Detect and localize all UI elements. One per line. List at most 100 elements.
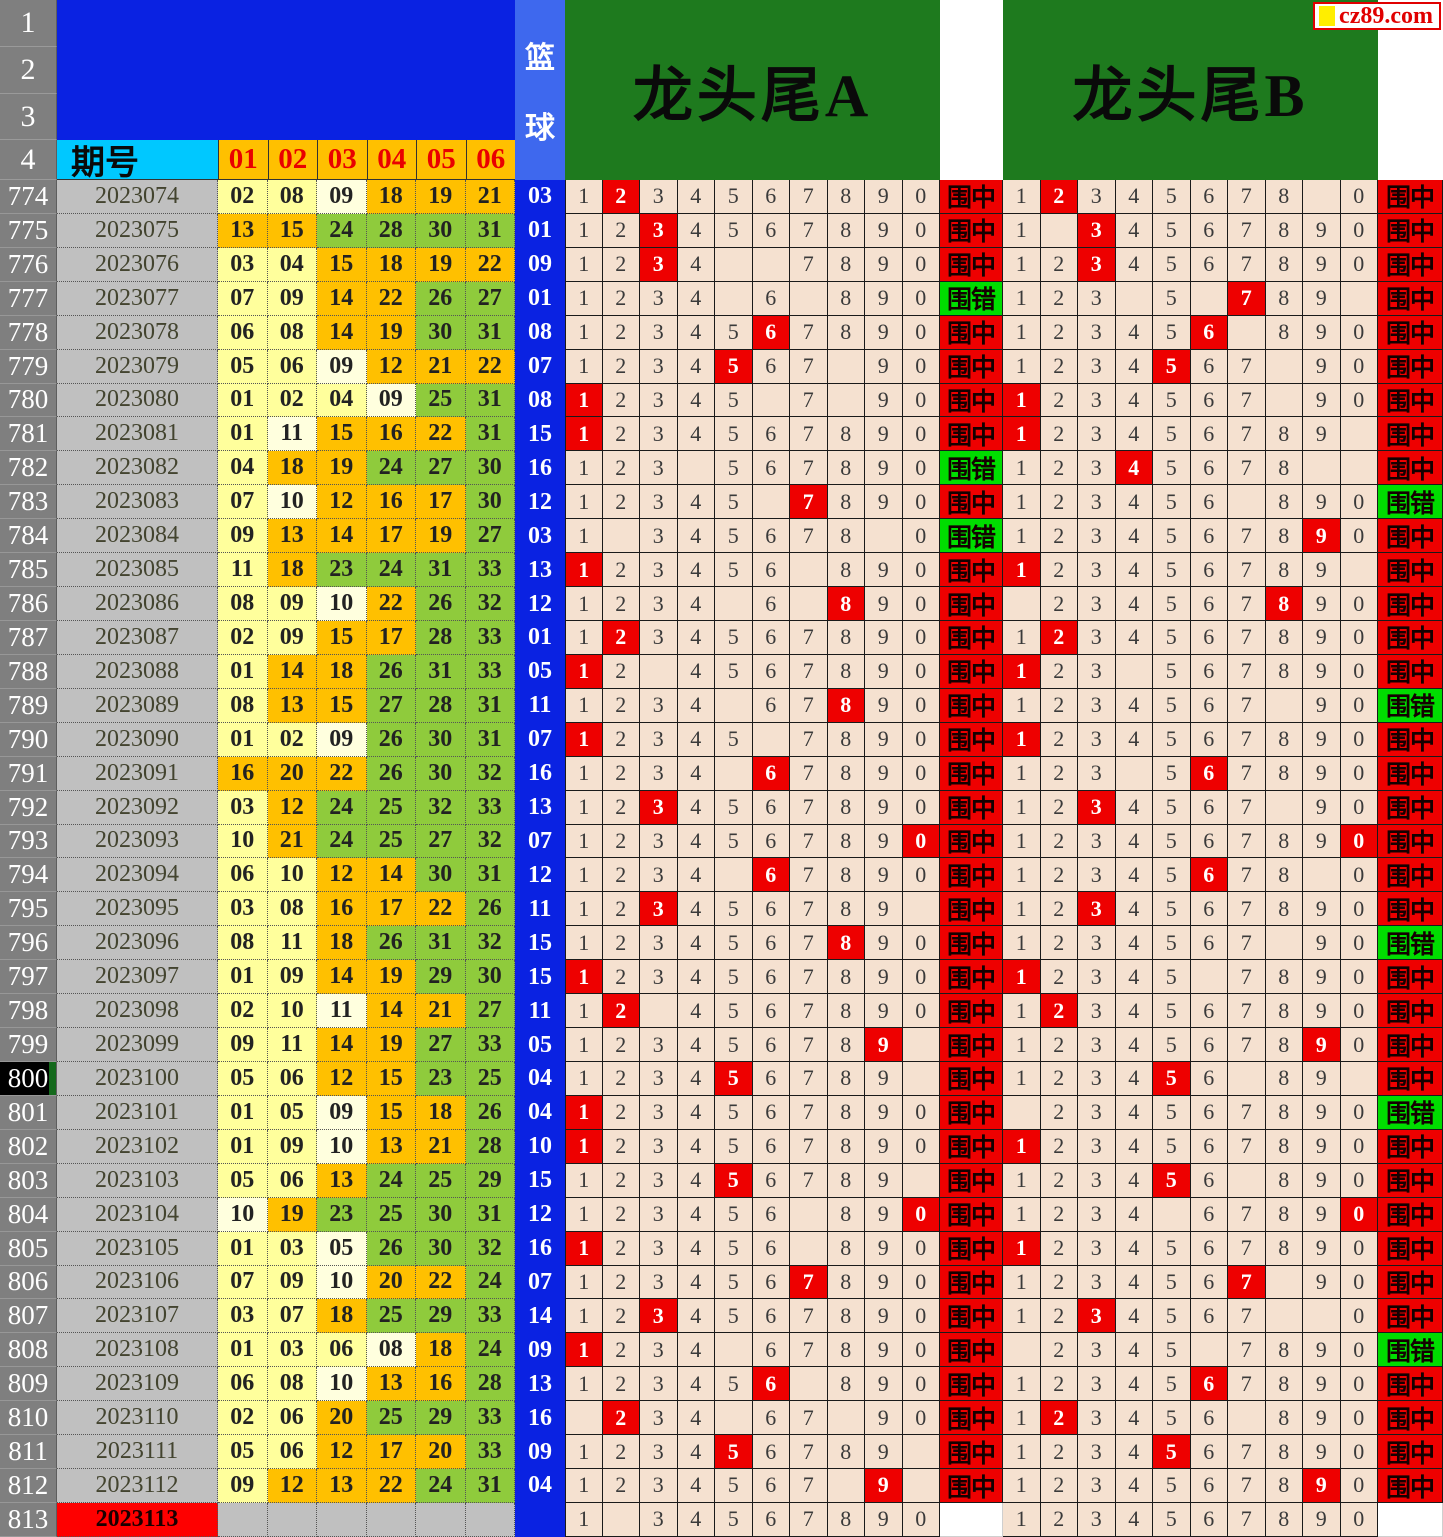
red-ball-cell[interactable]: 31 (465, 315, 515, 350)
section-a-digit-cell[interactable]: 4 (677, 858, 715, 893)
section-a-digit-cell[interactable]: 2 (602, 383, 640, 418)
section-b-digit-cell[interactable]: 5 (1153, 1265, 1191, 1300)
section-a-digit-cell[interactable]: 4 (677, 213, 715, 248)
section-b-digit-cell[interactable]: 6 (1190, 349, 1228, 384)
section-a-digit-cell[interactable]: 6 (752, 688, 790, 723)
section-a-digit-cell[interactable]: 6 (752, 756, 790, 791)
section-a-digit-cell[interactable]: 1 (565, 654, 603, 689)
section-b-digit-cell[interactable]: 9 (1303, 790, 1341, 825)
section-a-digit-cell[interactable]: 9 (865, 1435, 903, 1470)
red-ball-cell[interactable]: 19 (267, 1197, 317, 1232)
section-b-digit-cell[interactable]: 9 (1303, 587, 1341, 621)
section-b-digit-cell[interactable]: 7 (1228, 1231, 1266, 1266)
section-b-digit-cell[interactable]: 7 (1228, 1197, 1266, 1232)
red-ball-cell[interactable]: 30 (416, 756, 466, 791)
section-b-digit-cell[interactable]: 9 (1303, 247, 1341, 282)
red-ball-cell[interactable]: 03 (218, 790, 268, 825)
red-ball-cell[interactable]: 17 (366, 519, 416, 554)
section-b-digit-cell[interactable]: 2 (1040, 1367, 1078, 1402)
section-a-digit-cell[interactable] (640, 994, 678, 1029)
section-a-digit-cell[interactable]: 9 (865, 1231, 903, 1266)
section-b-digit-cell[interactable]: 0 (1340, 519, 1378, 554)
section-a-result-cell[interactable]: 围错 (940, 519, 1003, 554)
section-b-digit-cell[interactable]: 8 (1265, 417, 1303, 452)
period-cell[interactable]: 2023095 (57, 892, 218, 927)
red-ball-cell[interactable]: 28 (465, 1129, 515, 1164)
section-b-digit-cell[interactable]: 0 (1340, 1367, 1378, 1402)
section-b-digit-cell[interactable]: 5 (1153, 1028, 1191, 1062)
red-ball-cell[interactable]: 27 (416, 824, 466, 859)
section-b-digit-cell[interactable]: 1 (1003, 349, 1041, 384)
section-a-digit-cell[interactable]: 1 (565, 519, 603, 554)
section-a-digit-cell[interactable]: 2 (602, 1163, 640, 1198)
section-a-digit-cell[interactable]: 8 (827, 519, 865, 554)
section-b-digit-cell[interactable]: 8 (1265, 1061, 1303, 1096)
section-b-digit-cell[interactable] (1228, 1401, 1266, 1436)
section-b-digit-cell[interactable]: 5 (1153, 722, 1191, 757)
red-ball-cell[interactable]: 06 (267, 1163, 317, 1198)
red-ball-cell[interactable]: 25 (416, 1163, 466, 1198)
section-a-digit-cell[interactable]: 8 (827, 451, 865, 486)
section-b-digit-cell[interactable] (1265, 790, 1303, 825)
red-ball-cell[interactable]: 20 (416, 1435, 466, 1470)
section-b-digit-cell[interactable]: 0 (1340, 1435, 1378, 1470)
section-b-digit-cell[interactable]: 1 (1003, 824, 1041, 859)
red-ball-cell[interactable]: 22 (465, 247, 515, 282)
section-a-digit-cell[interactable]: 8 (827, 247, 865, 282)
section-a-digit-cell[interactable]: 6 (752, 1435, 790, 1470)
section-b-result-cell[interactable]: 围中 (1378, 417, 1443, 452)
section-a-digit-cell[interactable]: 6 (752, 417, 790, 452)
section-a-digit-cell[interactable]: 7 (790, 519, 828, 554)
section-a-digit-cell[interactable]: 2 (602, 756, 640, 791)
section-b-digit-cell[interactable]: 8 (1265, 1367, 1303, 1402)
section-a-digit-cell[interactable]: 7 (790, 756, 828, 791)
section-b-digit-cell[interactable]: 2 (1040, 1333, 1078, 1368)
section-a-digit-cell[interactable]: 8 (827, 1333, 865, 1368)
red-ball-cell[interactable]: 10 (267, 994, 317, 1029)
section-b-digit-cell[interactable]: 2 (1040, 1231, 1078, 1266)
row-number-cell[interactable]: 785 (0, 553, 57, 588)
section-b-digit-cell[interactable]: 0 (1340, 349, 1378, 384)
red-ball-cell[interactable]: 01 (218, 654, 268, 689)
section-b-digit-cell[interactable]: 2 (1040, 620, 1078, 655)
row-number-cell[interactable]: 804 (0, 1197, 57, 1232)
section-a-digit-cell[interactable]: 5 (715, 1299, 753, 1334)
row-number-cell[interactable]: 809 (0, 1367, 57, 1402)
section-b-digit-cell[interactable]: 6 (1190, 247, 1228, 282)
red-ball-cell[interactable]: 07 (218, 281, 268, 316)
period-cell[interactable]: 2023102 (57, 1129, 218, 1164)
section-b-digit-cell[interactable]: 5 (1153, 1231, 1191, 1266)
section-a-digit-cell[interactable]: 0 (902, 756, 940, 791)
section-b-digit-cell[interactable]: 1 (1003, 417, 1041, 452)
section-a-digit-cell[interactable]: 9 (865, 722, 903, 757)
section-a-digit-cell[interactable]: 7 (790, 1028, 828, 1062)
red-ball-cell[interactable]: 32 (465, 926, 515, 961)
section-b-digit-cell[interactable]: 7 (1228, 553, 1266, 588)
section-b-digit-cell[interactable]: 4 (1115, 247, 1153, 282)
section-b-digit-cell[interactable]: 4 (1115, 1163, 1153, 1198)
section-b-digit-cell[interactable]: 6 (1190, 994, 1228, 1029)
section-a-digit-cell[interactable]: 8 (827, 1129, 865, 1164)
red-ball-cell[interactable]: 10 (218, 1197, 268, 1232)
red-ball-cell[interactable]: 13 (317, 1469, 367, 1503)
section-a-digit-cell[interactable]: 5 (715, 1469, 753, 1503)
red-ball-cell[interactable]: 08 (218, 587, 268, 621)
section-b-digit-cell[interactable]: 9 (1303, 926, 1341, 961)
section-b-digit-cell[interactable]: 0 (1340, 1095, 1378, 1130)
ball-cell-empty[interactable] (267, 1502, 317, 1537)
period-cell[interactable]: 2023109 (57, 1367, 218, 1402)
section-b-digit-cell[interactable]: 7 (1228, 587, 1266, 621)
section-b-digit-cell[interactable]: 4 (1115, 858, 1153, 893)
section-a-digit-cell[interactable]: 7 (790, 247, 828, 282)
section-a-result-cell[interactable]: 围中 (940, 1231, 1003, 1266)
section-b-digit-cell[interactable]: 1 (1003, 213, 1041, 248)
section-a-digit-cell[interactable]: 0 (902, 654, 940, 689)
section-a-digit-cell[interactable]: 2 (602, 1265, 640, 1300)
section-a-digit-cell[interactable]: 7 (790, 180, 828, 214)
red-ball-cell[interactable]: 09 (218, 1469, 268, 1503)
red-ball-cell[interactable]: 27 (416, 451, 466, 486)
section-a-digit-cell[interactable]: 6 (752, 790, 790, 825)
row-number-cell[interactable]: 800 (0, 1061, 57, 1096)
row-number-cell[interactable]: 801 (0, 1095, 57, 1130)
section-b-digit-cell[interactable]: 5 (1153, 553, 1191, 588)
